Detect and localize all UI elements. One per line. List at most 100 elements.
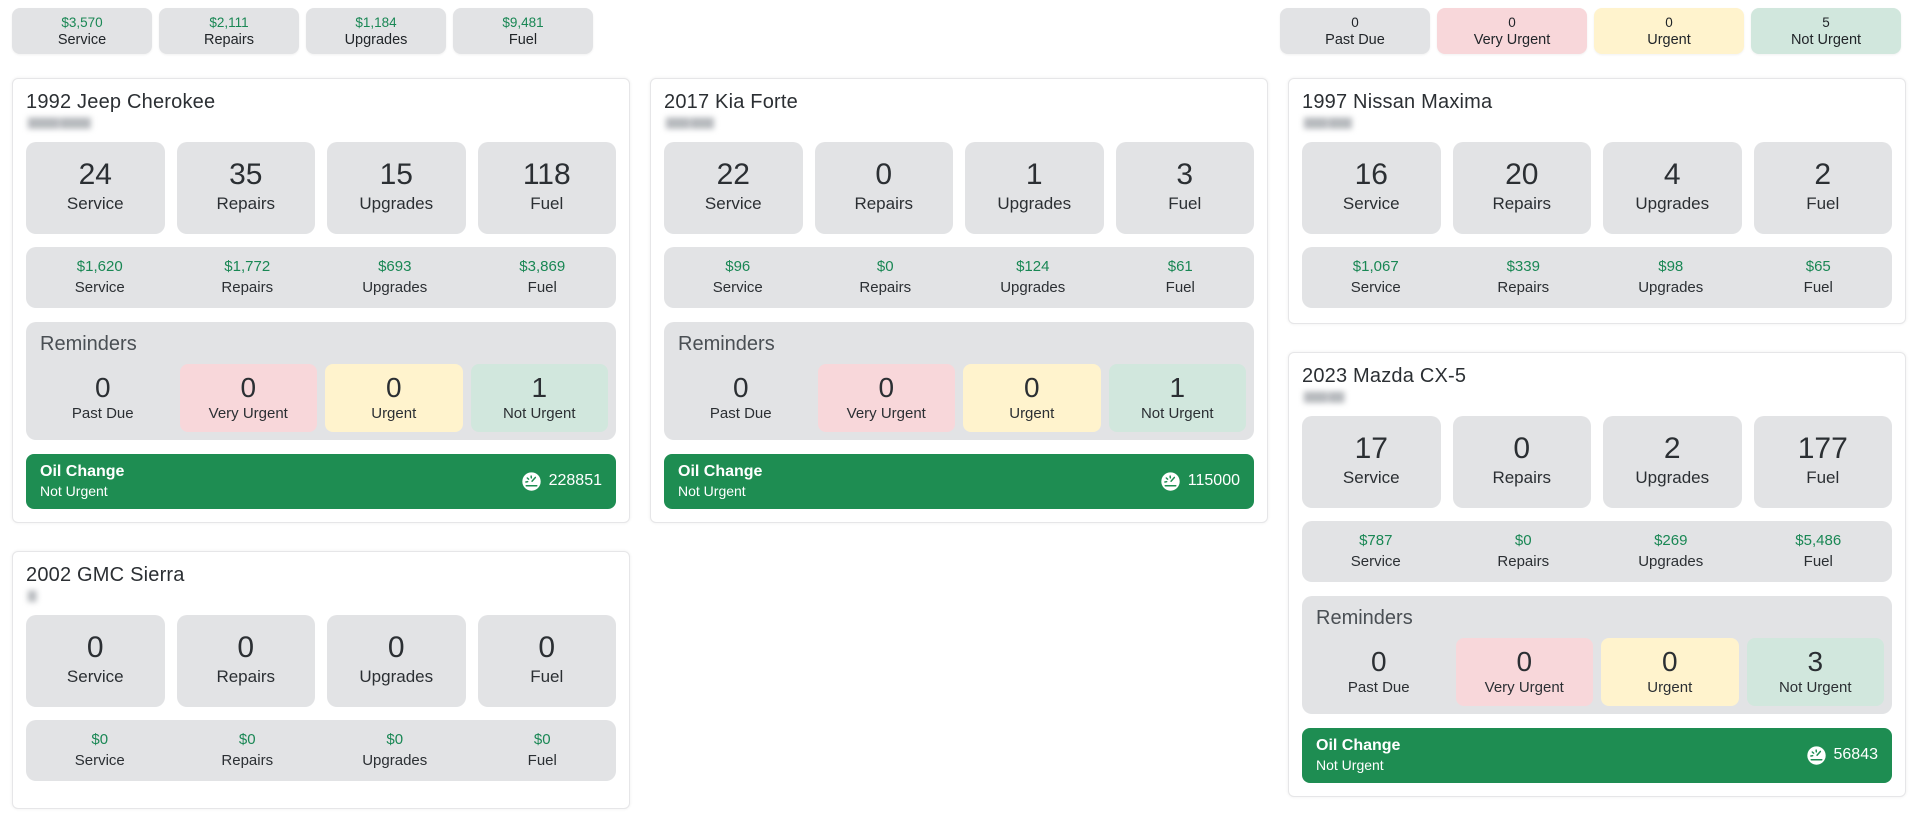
cost-value: $787 — [1359, 532, 1393, 549]
cost-value: $0 — [91, 731, 109, 748]
summary-label: Very Urgent — [1473, 31, 1551, 48]
vehicle-card-jeep-cherokee[interactable]: 1992 Jeep Cherokee ▇▇▇▇ ▇▇▇▇ 24 Service … — [12, 78, 630, 523]
summary-value: $3,570 — [61, 14, 103, 30]
reminder-label: Very Urgent — [1484, 679, 1564, 696]
reminder-label: Urgent — [1009, 405, 1055, 422]
oil-change-reminder-banner[interactable]: Oil Change Not Urgent — [664, 454, 1254, 509]
reminders-panel: Reminders 0 Past Due 0 Very Urgent 0 Urg — [26, 322, 616, 440]
license-plate-redacted: ▇▇▇ ▇▇▇ — [666, 117, 714, 129]
fuel-count-box: 0 Fuel — [477, 615, 616, 707]
repairs-cost: $0 Repairs — [174, 730, 322, 769]
reminder-label: Very Urgent — [208, 405, 288, 422]
very-urgent-box: 0 Very Urgent — [1455, 638, 1593, 706]
fuel-cost: $3,869 Fuel — [469, 257, 617, 296]
summary-value: $2,111 — [209, 14, 249, 30]
summary-fuel-cost: $9,481 Fuel — [453, 8, 593, 54]
service-count-box: 24 Service — [26, 142, 165, 234]
reminder-title: Oil Change — [1316, 737, 1401, 754]
vehicle-card-kia-forte[interactable]: 2017 Kia Forte ▇▇▇ ▇▇▇ 22 Service 0 Repa… — [650, 78, 1268, 523]
repairs-count-box: 35 Repairs — [176, 142, 315, 234]
cost-label: Upgrades — [1638, 553, 1704, 570]
count-label: Fuel — [530, 667, 564, 686]
reminders-panel: Reminders 0 Past Due 0 Very Urgent 0 Urg — [1302, 596, 1892, 714]
reminder-title: Oil Change — [678, 463, 763, 480]
service-cost: $787 Service — [1302, 531, 1450, 570]
cost-value: $98 — [1658, 258, 1684, 275]
summary-value: 0 — [1665, 14, 1673, 30]
reminder-count: 1 — [1169, 372, 1186, 403]
summary-label: Past Due — [1325, 31, 1385, 48]
cost-value: $0 — [876, 258, 894, 275]
reminders-heading: Reminders — [678, 333, 775, 355]
cost-label: Fuel — [1165, 279, 1195, 296]
count-value: 2 — [1663, 432, 1681, 465]
cost-label: Fuel — [527, 752, 557, 769]
vehicle-title: 2023 Mazda CX-5 — [1302, 365, 1467, 387]
count-label: Service — [66, 194, 124, 213]
cost-label: Service — [1350, 279, 1401, 296]
fuel-count-box: 118 Fuel — [477, 142, 616, 234]
very-urgent-box: 0 Very Urgent — [817, 364, 955, 432]
service-cost: $96 Service — [664, 257, 812, 296]
costs-row: $1,620 Service $1,772 Repairs $693 Upgra… — [26, 247, 616, 308]
cost-label: Repairs — [221, 279, 274, 296]
license-plate-redacted: ▇▇▇ ▇▇ — [1304, 391, 1344, 403]
oil-change-reminder-banner[interactable]: Oil Change Not Urgent — [26, 454, 616, 509]
cost-value: $339 — [1506, 258, 1540, 275]
cost-value: $3,869 — [519, 258, 566, 275]
count-value: 4 — [1663, 158, 1681, 191]
reminder-count: 1 — [531, 372, 548, 403]
cost-label: Upgrades — [362, 279, 428, 296]
cost-label: Upgrades — [1638, 279, 1704, 296]
reminders-row: 0 Past Due 0 Very Urgent 0 Urgent 1 — [34, 364, 608, 432]
count-value: 0 — [387, 631, 405, 664]
summary-label: Urgent — [1647, 31, 1691, 48]
count-label: Repairs — [1492, 468, 1552, 487]
cost-label: Repairs — [1497, 279, 1550, 296]
summary-value: 0 — [1508, 14, 1516, 30]
oil-change-reminder-banner[interactable]: Oil Change Not Urgent — [1302, 728, 1892, 783]
repairs-cost: $1,772 Repairs — [174, 257, 322, 296]
count-label: Upgrades — [359, 667, 434, 686]
count-value: 1 — [1025, 158, 1043, 191]
count-value: 20 — [1505, 158, 1539, 191]
reminder-count: 3 — [1807, 646, 1824, 677]
cost-value: $1,620 — [76, 258, 123, 275]
urgent-box: 0 Urgent — [325, 364, 463, 432]
count-label: Service — [1342, 468, 1400, 487]
record-counts-row: 16 Service 20 Repairs 4 Upgrades 2 Fuel — [1302, 142, 1892, 234]
repairs-count-box: 0 Repairs — [1452, 416, 1591, 508]
upgrades-count-box: 4 Upgrades — [1603, 142, 1742, 234]
cost-value: $0 — [1514, 532, 1532, 549]
fuel-cost: $61 Fuel — [1107, 257, 1255, 296]
summary-label: Fuel — [508, 31, 538, 48]
reminder-title: Oil Change — [40, 463, 125, 480]
not-urgent-box: 3 Not Urgent — [1746, 638, 1884, 706]
service-cost: $0 Service — [26, 730, 174, 769]
count-label: Service — [704, 194, 762, 213]
cost-label: Service — [1350, 553, 1401, 570]
vehicle-card-mazda-cx5[interactable]: 2023 Mazda CX-5 ▇▇▇ ▇▇ 17 Service 0 Repa… — [1288, 352, 1906, 797]
grid-column-3: 1997 Nissan Maxima ▇▇▇ ▇▇▇ 16 Service 20… — [1288, 78, 1906, 797]
odometer-value: 228851 — [548, 472, 602, 489]
upgrades-cost: $693 Upgrades — [321, 257, 469, 296]
costs-row: $0 Service $0 Repairs $0 Upgrades $0 Fue… — [26, 720, 616, 781]
cost-value: $124 — [1016, 258, 1050, 275]
upgrades-cost: $0 Upgrades — [321, 730, 469, 769]
count-value: 16 — [1354, 158, 1388, 191]
summary-very-urgent: 0 Very Urgent — [1437, 8, 1587, 54]
count-label: Fuel — [530, 194, 564, 213]
count-label: Upgrades — [1635, 194, 1710, 213]
count-label: Upgrades — [997, 194, 1072, 213]
vehicle-card-nissan-maxima[interactable]: 1997 Nissan Maxima ▇▇▇ ▇▇▇ 16 Service 20… — [1288, 78, 1906, 324]
count-value: 118 — [522, 158, 571, 191]
urgent-box: 0 Urgent — [1601, 638, 1739, 706]
cost-value: $61 — [1167, 258, 1193, 275]
cost-label: Fuel — [1803, 279, 1833, 296]
vehicle-card-gmc-sierra[interactable]: 2002 GMC Sierra ▇ 0 Service 0 Repairs 0 … — [12, 551, 630, 809]
summary-label: Service — [57, 31, 107, 48]
fuel-count-box: 3 Fuel — [1115, 142, 1254, 234]
reminder-label: Not Urgent — [1140, 405, 1214, 422]
cost-value: $1,067 — [1352, 258, 1399, 275]
